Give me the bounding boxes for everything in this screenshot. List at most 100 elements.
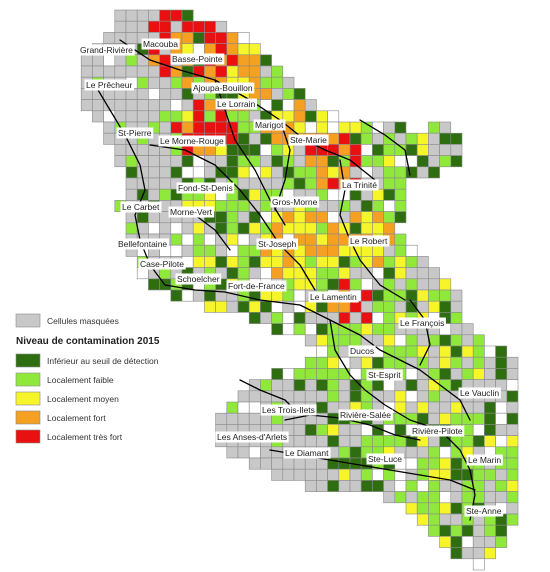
grid-cell bbox=[248, 267, 261, 280]
grid-cell bbox=[271, 368, 284, 380]
grid-cell bbox=[226, 43, 239, 56]
grid-cell bbox=[304, 99, 317, 112]
grid-cell bbox=[439, 457, 452, 470]
grid-cell bbox=[349, 435, 362, 448]
grid-cell bbox=[405, 480, 418, 492]
grid-cell bbox=[170, 9, 183, 22]
grid-cell bbox=[394, 334, 407, 347]
grid-cell bbox=[316, 300, 328, 313]
grid-cell bbox=[170, 222, 183, 235]
grid-cell bbox=[204, 166, 216, 179]
grid-cell bbox=[181, 244, 194, 257]
grid-cell bbox=[360, 356, 373, 369]
grid-cell bbox=[148, 76, 160, 89]
commune-label: Ducos bbox=[350, 346, 374, 356]
grid-cell bbox=[383, 188, 396, 201]
grid-cell bbox=[495, 480, 508, 492]
grid-cell bbox=[472, 334, 485, 347]
grid-cell bbox=[181, 110, 194, 123]
grid-cell bbox=[484, 468, 496, 481]
grid-cell bbox=[181, 121, 194, 134]
grid-cell bbox=[304, 390, 317, 403]
grid-cell bbox=[181, 233, 194, 246]
commune-label-background bbox=[253, 119, 286, 131]
grid-cell bbox=[383, 144, 396, 156]
grid-cell bbox=[316, 424, 328, 436]
grid-cell bbox=[215, 412, 228, 425]
grid-cell bbox=[338, 121, 351, 134]
grid-cell bbox=[383, 435, 396, 448]
grid-cell bbox=[338, 379, 351, 392]
grid-cell bbox=[204, 65, 216, 78]
commune-label-background bbox=[175, 273, 222, 285]
grid-cell bbox=[248, 188, 261, 201]
grid-cell bbox=[204, 233, 216, 246]
commune-label-background bbox=[398, 317, 446, 329]
grid-cell bbox=[506, 390, 519, 403]
grid-cell bbox=[506, 356, 519, 369]
grid-cell bbox=[271, 457, 284, 470]
commune-label: Le François bbox=[400, 318, 444, 328]
grid-cell bbox=[439, 155, 452, 168]
grid-cell bbox=[316, 110, 328, 123]
grid-cell bbox=[450, 289, 463, 302]
grid-cell bbox=[226, 211, 239, 224]
grid-cell bbox=[372, 289, 384, 302]
grid-cell bbox=[372, 379, 384, 392]
grid-cell bbox=[360, 222, 373, 235]
grid-cell bbox=[439, 446, 452, 459]
grid-cell bbox=[260, 289, 272, 302]
grid-cell bbox=[450, 356, 463, 369]
grid-cell bbox=[181, 222, 194, 235]
grid-cell bbox=[260, 155, 272, 168]
grid-cell bbox=[304, 356, 317, 369]
grid-cell bbox=[316, 480, 328, 492]
grid-cell bbox=[416, 390, 429, 403]
grid-cell bbox=[293, 289, 306, 302]
grid-cell bbox=[461, 524, 474, 537]
grid-cell bbox=[472, 558, 485, 571]
grid-cell bbox=[293, 368, 306, 380]
grid-cell bbox=[271, 267, 284, 280]
grid-cell bbox=[293, 211, 306, 224]
grid-cell bbox=[439, 368, 452, 380]
grid-cell bbox=[360, 424, 373, 436]
legend-swatch-masked bbox=[15, 313, 41, 328]
grid-cell bbox=[136, 99, 149, 112]
grid-cell bbox=[248, 144, 261, 156]
grid-cells bbox=[80, 9, 519, 571]
commune-label: Bellefontaine bbox=[118, 239, 167, 249]
grid-cell bbox=[338, 132, 351, 145]
grid-cell bbox=[428, 300, 440, 313]
grid-cell bbox=[439, 289, 452, 302]
grid-cell bbox=[416, 278, 429, 291]
grid-cell bbox=[215, 32, 228, 44]
grid-cell bbox=[260, 76, 272, 89]
grid-cell bbox=[416, 491, 429, 504]
grid-cell bbox=[484, 435, 496, 448]
grid-cell bbox=[304, 166, 317, 179]
grid-cell bbox=[472, 401, 485, 414]
commune-label: Morne-Vert bbox=[170, 207, 213, 217]
grid-cell bbox=[327, 379, 340, 392]
grid-cell bbox=[304, 177, 317, 190]
grid-cell bbox=[506, 513, 519, 526]
legend-label-very_high: Localement très fort bbox=[47, 432, 123, 442]
grid-cell bbox=[394, 200, 407, 212]
grid-cell bbox=[159, 222, 172, 235]
grid-cell bbox=[383, 211, 396, 224]
commune-label-background bbox=[308, 291, 359, 303]
grid-cell bbox=[338, 480, 351, 492]
grid-cell bbox=[293, 312, 306, 324]
grid-cell bbox=[148, 65, 160, 78]
commune-label: Le Prêcheur bbox=[86, 80, 132, 90]
grid-cell bbox=[405, 390, 418, 403]
commune-label-background bbox=[141, 38, 180, 50]
grid-cell bbox=[405, 502, 418, 515]
grid-cell bbox=[125, 166, 138, 179]
grid-cell bbox=[327, 233, 340, 246]
grid-cell bbox=[181, 289, 194, 302]
grid-cell bbox=[416, 155, 429, 168]
grid-cell bbox=[304, 334, 317, 347]
grid-cell bbox=[181, 155, 194, 168]
